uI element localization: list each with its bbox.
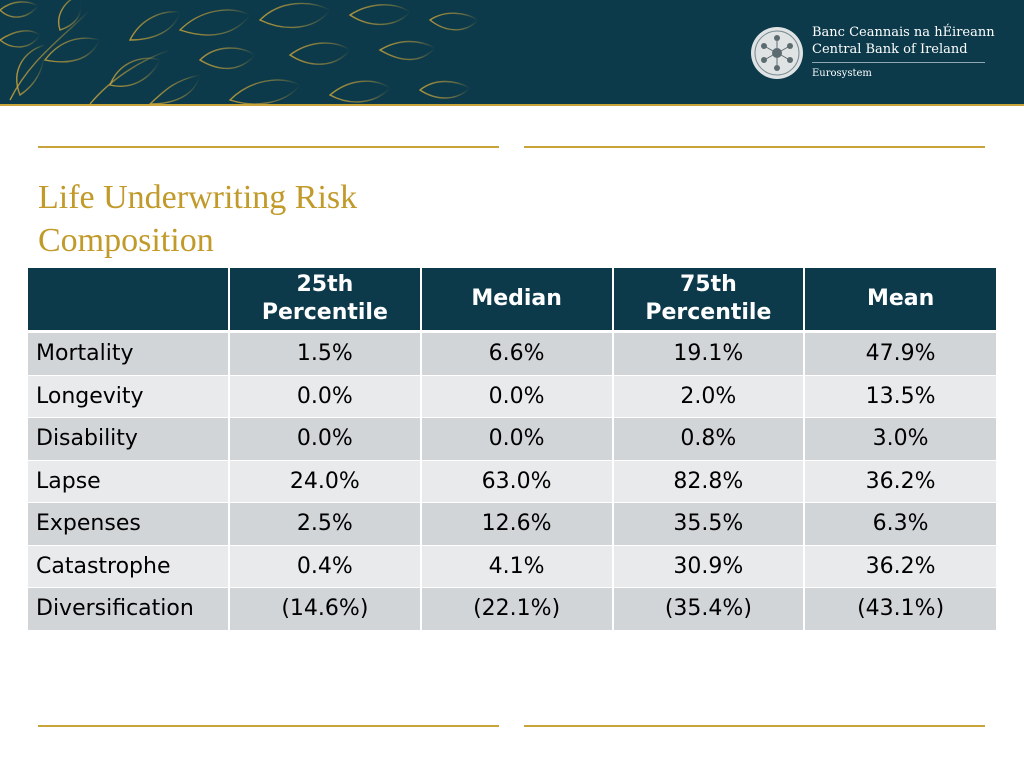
table-cell: 0.4%: [228, 544, 421, 588]
table-cell: 24.0%: [228, 459, 421, 503]
bank-name-irish: Banc Ceannais na hÉireann: [812, 25, 995, 40]
top-right-rule: [524, 146, 985, 148]
leaf-pattern-decoration: [0, 0, 480, 104]
top-left-rule: [38, 146, 499, 148]
table-cell: 6.3%: [803, 502, 996, 545]
column-header: Mean: [803, 268, 996, 333]
table-cell: 36.2%: [803, 544, 996, 588]
table-cell: 30.9%: [611, 544, 805, 588]
table-cell: 1.5%: [228, 331, 421, 375]
table-cell: (43.1%): [803, 587, 996, 630]
row-label: Mortality: [28, 331, 229, 375]
table-cell: 0.0%: [419, 374, 613, 418]
risk-composition-table: 25th Percentile Median 75th Percentile M…: [28, 268, 996, 630]
slide-title-line2: Composition: [38, 222, 214, 259]
column-header: [28, 268, 229, 333]
table-row: Longevity 0.0% 0.0% 2.0% 13.5%: [28, 374, 996, 418]
table-cell: (22.1%): [419, 587, 613, 630]
table-cell: 6.6%: [419, 331, 613, 375]
table-cell: 0.0%: [419, 417, 613, 460]
eurosystem-label: Eurosystem: [812, 68, 872, 79]
row-label: Catastrophe: [28, 544, 229, 588]
table-header-row: 25th Percentile Median 75th Percentile M…: [28, 268, 996, 333]
logo-divider: [812, 62, 985, 63]
table-cell: 63.0%: [419, 459, 613, 503]
row-label: Longevity: [28, 374, 229, 418]
row-label: Expenses: [28, 502, 229, 545]
table-cell: 0.8%: [611, 417, 805, 460]
column-header: Median: [419, 268, 613, 333]
table-row: Diversification (14.6%) (22.1%) (35.4%) …: [28, 587, 996, 630]
table-cell: 19.1%: [611, 331, 805, 375]
table-row: Lapse 24.0% 63.0% 82.8% 36.2%: [28, 459, 996, 503]
bottom-right-rule: [524, 725, 985, 727]
table-cell: 13.5%: [803, 374, 996, 418]
column-header: 75th Percentile: [611, 268, 805, 333]
table-row: Catastrophe 0.4% 4.1% 30.9% 36.2%: [28, 544, 996, 588]
slide-title: Life Underwriting Risk Composition: [38, 176, 458, 262]
table-row: Expenses 2.5% 12.6% 35.5% 6.3%: [28, 502, 996, 545]
table-row: Mortality 1.5% 6.6% 19.1% 47.9%: [28, 331, 996, 375]
table-cell: 47.9%: [803, 331, 996, 375]
table-cell: (14.6%): [228, 587, 421, 630]
table-cell: 3.0%: [803, 417, 996, 460]
table-cell: 12.6%: [419, 502, 613, 545]
table-cell: 0.0%: [228, 374, 421, 418]
bank-name-english: Central Bank of Ireland: [812, 42, 968, 57]
table-cell: 2.0%: [611, 374, 805, 418]
row-label: Disability: [28, 417, 229, 460]
table-cell: 82.8%: [611, 459, 805, 503]
row-label: Diversification: [28, 587, 229, 630]
table-row: Disability 0.0% 0.0% 0.8% 3.0%: [28, 417, 996, 460]
table-cell: 2.5%: [228, 502, 421, 545]
row-label: Lapse: [28, 459, 229, 503]
slide-title-line1: Life Underwriting Risk: [38, 179, 358, 216]
table-cell: 35.5%: [611, 502, 805, 545]
header-banner: Banc Ceannais na hÉireann Central Bank o…: [0, 0, 1024, 106]
bottom-left-rule: [38, 725, 499, 727]
table-cell: 36.2%: [803, 459, 996, 503]
table-cell: 4.1%: [419, 544, 613, 588]
central-bank-seal-icon: [751, 27, 803, 79]
table-cell: (35.4%): [611, 587, 805, 630]
column-header: 25th Percentile: [228, 268, 421, 333]
table-cell: 0.0%: [228, 417, 421, 460]
